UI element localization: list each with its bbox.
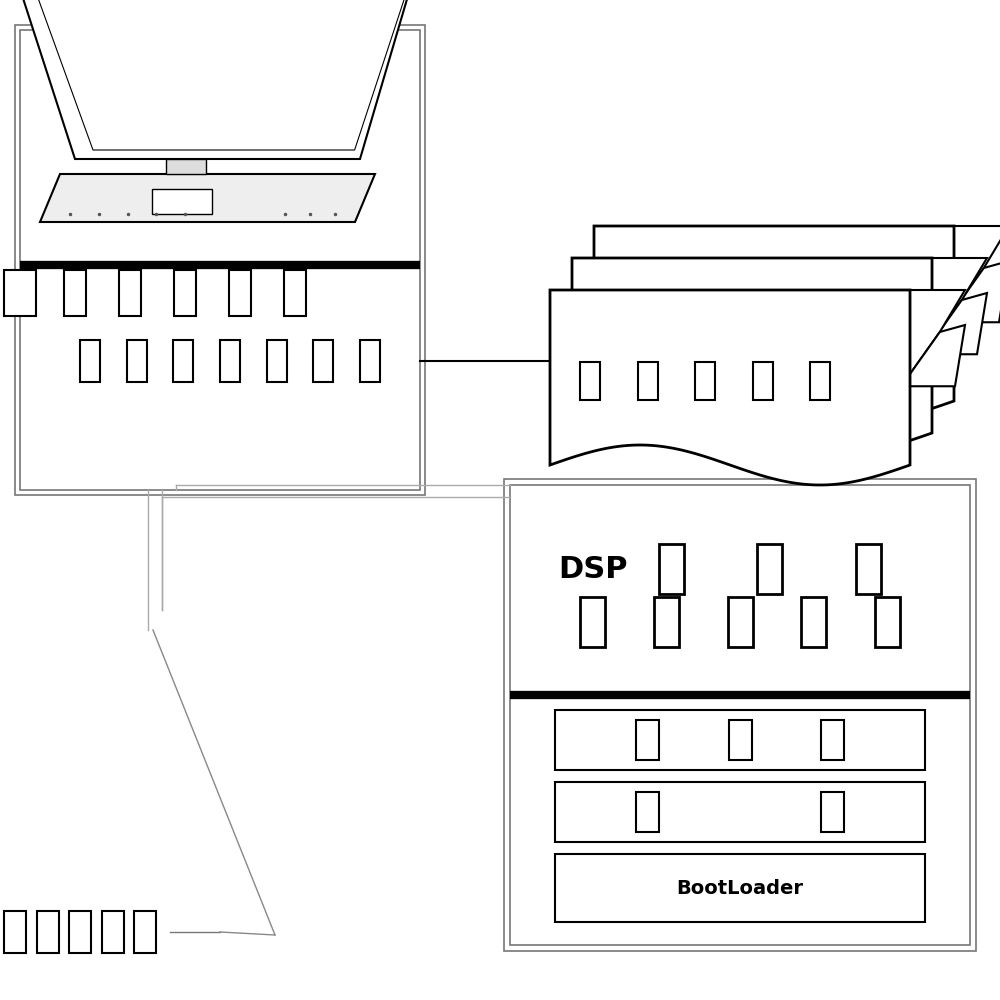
Bar — [102, 911, 124, 953]
Bar — [80, 340, 100, 382]
Bar — [134, 911, 156, 953]
Bar — [267, 340, 287, 382]
Bar — [695, 362, 715, 400]
Bar — [801, 596, 826, 647]
Bar — [510, 485, 970, 945]
Bar — [69, 911, 91, 953]
Bar — [127, 340, 147, 382]
Bar — [360, 340, 380, 382]
Polygon shape — [38, 0, 405, 150]
Bar — [15, 25, 425, 495]
Polygon shape — [910, 290, 965, 374]
Bar — [20, 30, 420, 490]
Polygon shape — [954, 226, 1000, 310]
Bar — [636, 792, 659, 832]
Bar — [875, 596, 900, 647]
Bar — [166, 159, 206, 174]
Bar — [821, 720, 844, 760]
Bar — [4, 911, 26, 953]
Bar — [821, 792, 844, 832]
Polygon shape — [954, 261, 1000, 322]
Polygon shape — [550, 290, 910, 485]
Bar — [64, 270, 86, 316]
Polygon shape — [932, 258, 987, 342]
Bar — [555, 854, 925, 922]
Bar — [753, 362, 773, 400]
Bar — [174, 270, 196, 316]
Polygon shape — [40, 174, 375, 222]
Bar — [313, 340, 333, 382]
Polygon shape — [594, 226, 954, 421]
Text: BootLoader: BootLoader — [676, 879, 804, 898]
Bar — [728, 596, 753, 647]
Bar — [810, 362, 830, 400]
Bar — [757, 544, 782, 594]
Bar — [173, 340, 193, 382]
Bar — [284, 270, 306, 316]
Bar — [119, 270, 141, 316]
Bar — [555, 782, 925, 842]
Bar — [580, 362, 600, 400]
Bar — [856, 544, 881, 594]
Bar — [555, 710, 925, 770]
Bar — [580, 596, 605, 647]
Bar — [220, 340, 240, 382]
Bar — [152, 189, 212, 214]
Bar — [659, 544, 684, 594]
Polygon shape — [572, 258, 932, 453]
Bar — [504, 479, 976, 951]
Bar — [37, 911, 59, 953]
Text: DSP: DSP — [558, 554, 628, 584]
Bar — [654, 596, 679, 647]
Bar — [4, 270, 36, 316]
Polygon shape — [20, 0, 410, 159]
Polygon shape — [910, 325, 965, 386]
Bar — [638, 362, 658, 400]
Bar — [636, 720, 659, 760]
Bar — [728, 720, 752, 760]
Bar — [229, 270, 251, 316]
Polygon shape — [932, 293, 987, 354]
